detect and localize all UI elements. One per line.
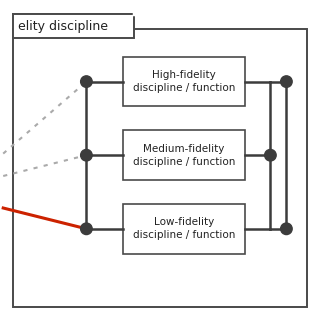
Bar <box>123 204 245 254</box>
Circle shape <box>81 149 92 161</box>
Text: elity discipline: elity discipline <box>18 20 108 33</box>
Circle shape <box>281 76 292 87</box>
Bar <box>13 14 134 38</box>
Bar <box>123 131 245 180</box>
Circle shape <box>81 76 92 87</box>
Text: High-fidelity
discipline / function: High-fidelity discipline / function <box>133 70 235 93</box>
Text: Low-fidelity
discipline / function: Low-fidelity discipline / function <box>133 217 235 240</box>
Text: Medium-fidelity
discipline / function: Medium-fidelity discipline / function <box>133 144 235 167</box>
Circle shape <box>281 223 292 235</box>
Circle shape <box>81 223 92 235</box>
Circle shape <box>265 149 276 161</box>
Bar <box>13 29 307 307</box>
Bar <box>123 57 245 106</box>
